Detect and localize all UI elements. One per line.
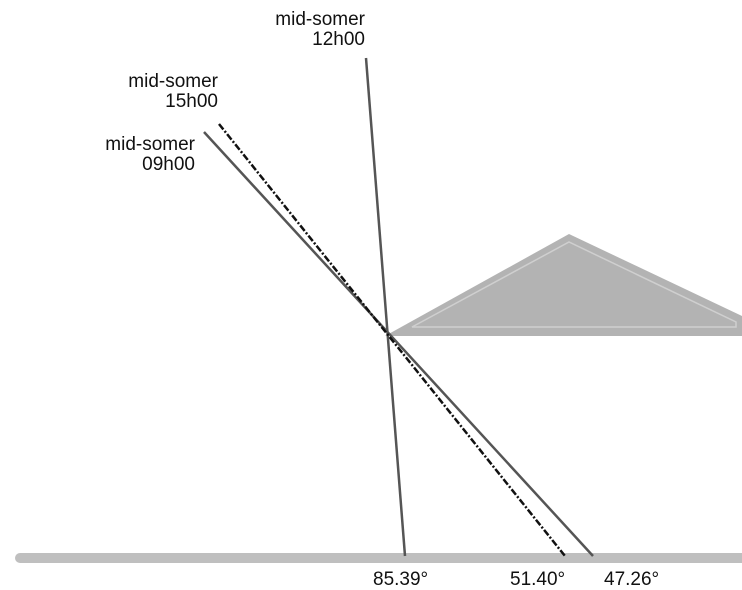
sun-ray-time: 09h00 <box>142 154 195 175</box>
sun-ray-time: 12h00 <box>312 29 365 50</box>
sun-ray-15h00 <box>218 123 566 557</box>
sun-ray-time: 15h00 <box>165 91 218 112</box>
sun-ray-name: mid-somer <box>105 134 195 155</box>
sun-ray-name: mid-somer <box>275 9 365 30</box>
sun-ray-09h00 <box>203 131 594 557</box>
angle-label-12h00: 85.39° <box>373 569 429 590</box>
sun-ray-label-09h00: mid-somer 09h00 <box>75 135 195 175</box>
roof-triangle <box>385 234 742 336</box>
sun-ray-name: mid-somer <box>128 71 218 92</box>
sun-ray-label-12h00: mid-somer 12h00 <box>245 10 365 50</box>
sun-ray-label-15h00: mid-somer 15h00 <box>98 72 218 112</box>
roof-inner-outline <box>411 241 737 328</box>
angle-label-09h00: 47.26° <box>604 569 660 590</box>
angle-label-15h00: 51.40° <box>510 569 566 590</box>
sun-ray-12h00 <box>364 57 407 557</box>
